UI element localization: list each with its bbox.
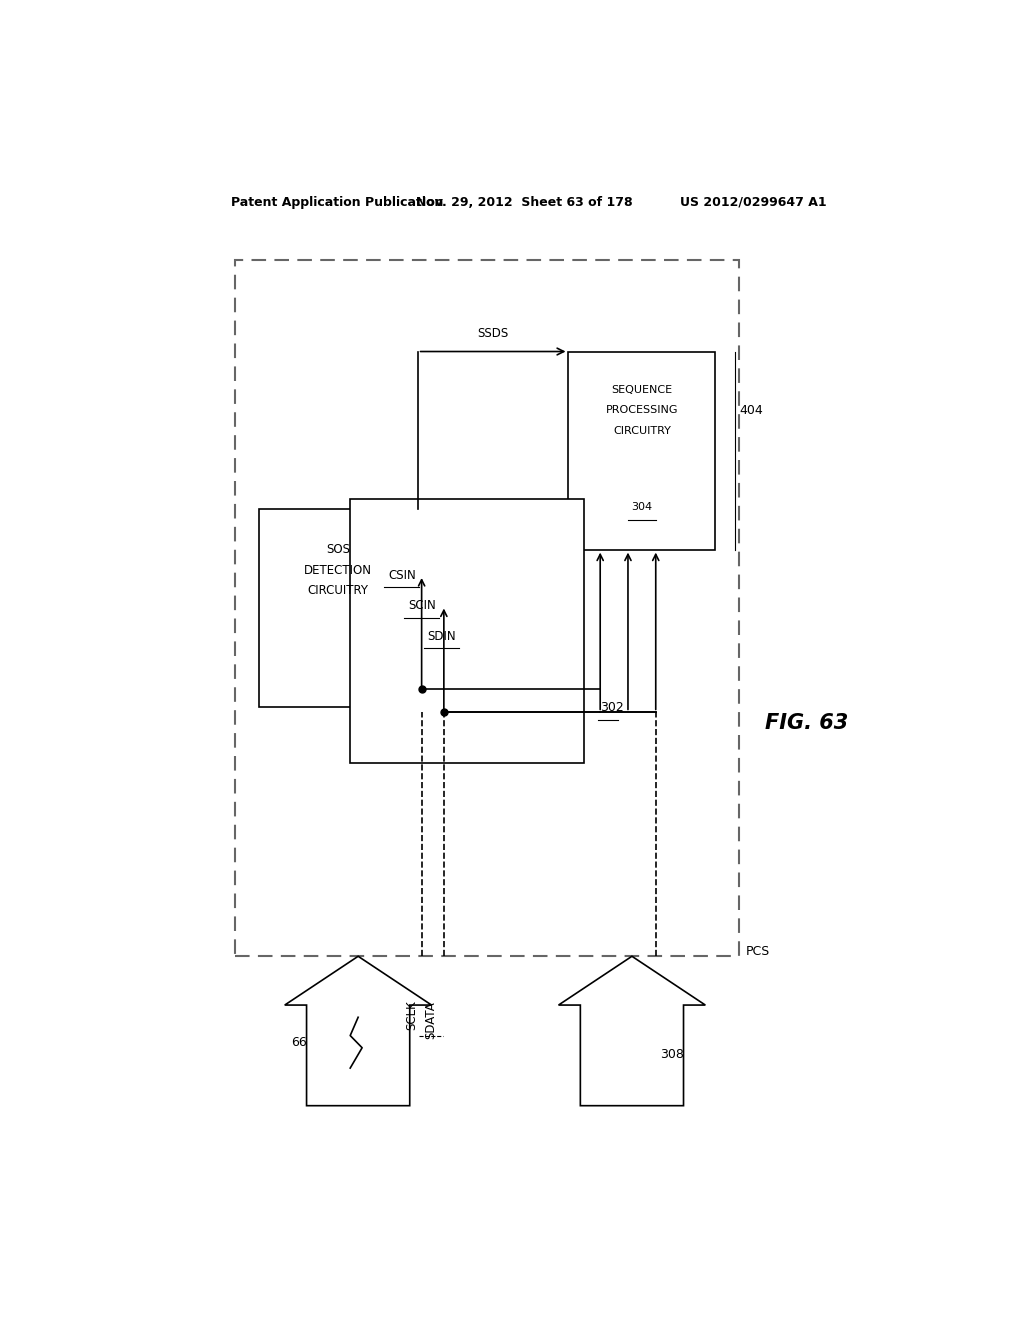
Text: PCS: PCS	[745, 945, 770, 958]
Bar	[236, 260, 739, 956]
Bar	[568, 351, 715, 549]
Text: DETECTION: DETECTION	[304, 564, 373, 577]
Text: FIG. 63: FIG. 63	[765, 713, 848, 733]
Bar	[350, 499, 585, 763]
Text: 304: 304	[631, 502, 652, 512]
Text: Nov. 29, 2012  Sheet 63 of 178: Nov. 29, 2012 Sheet 63 of 178	[417, 195, 633, 209]
Text: CIRCUITRY: CIRCUITRY	[613, 426, 671, 436]
Polygon shape	[558, 956, 706, 1106]
Text: SCLK: SCLK	[406, 1001, 419, 1030]
Text: SSDS: SSDS	[477, 327, 509, 339]
Text: CIRCUITRY: CIRCUITRY	[308, 583, 369, 597]
Text: SCIN: SCIN	[408, 599, 435, 612]
Text: SDATA: SDATA	[425, 1002, 437, 1039]
Text: 308: 308	[659, 1048, 684, 1061]
Polygon shape	[285, 956, 431, 1106]
Text: Patent Application Publication: Patent Application Publication	[231, 195, 443, 209]
Text: 66: 66	[291, 1036, 306, 1049]
Text: CSIN: CSIN	[388, 569, 416, 582]
Text: SEQUENCE: SEQUENCE	[611, 385, 673, 395]
Text: 404: 404	[739, 404, 763, 417]
Bar	[259, 510, 418, 708]
Text: SDIN: SDIN	[427, 630, 456, 643]
Text: PROCESSING: PROCESSING	[605, 405, 678, 416]
Text: 302: 302	[600, 701, 624, 714]
Text: US 2012/0299647 A1: US 2012/0299647 A1	[680, 195, 826, 209]
Text: SOS: SOS	[327, 544, 350, 556]
